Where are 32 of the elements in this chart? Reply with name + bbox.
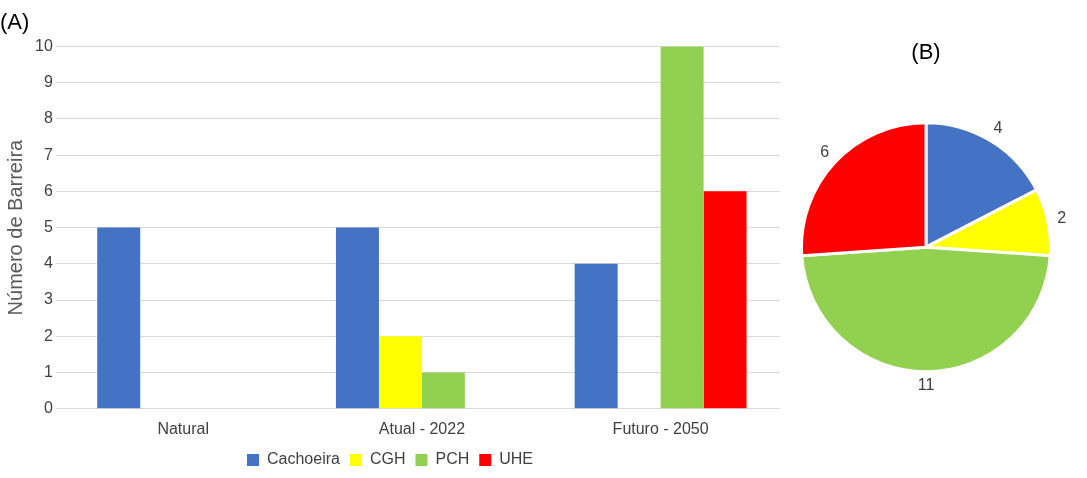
x-tick-label: Futuro - 2050 <box>612 419 709 437</box>
data-label: 4 <box>993 119 1003 137</box>
chart-title: (A) <box>0 9 30 35</box>
bar <box>378 336 422 409</box>
legend-label: Cachoeira <box>266 450 341 468</box>
data-label: 11 <box>917 376 935 394</box>
y-tick-label: 4 <box>43 254 53 272</box>
bar <box>335 227 379 409</box>
y-axis-title: Número de Barreira <box>3 138 26 316</box>
bar <box>421 372 465 409</box>
legend-label: CGH <box>369 450 406 468</box>
y-tick-label: 7 <box>43 145 53 163</box>
y-tick-label: 5 <box>43 218 53 236</box>
y-tick-label: 10 <box>35 36 53 54</box>
bar <box>574 263 618 409</box>
bar <box>660 46 704 409</box>
y-tick-label: 8 <box>43 109 53 127</box>
y-tick-label: 3 <box>43 290 53 308</box>
y-tick-label: 6 <box>43 181 53 199</box>
chart-title: (B) <box>911 39 941 65</box>
bar <box>97 227 141 409</box>
bar <box>703 191 747 409</box>
data-label: 6 <box>820 143 830 161</box>
x-tick-label: Atual - 2022 <box>378 419 466 437</box>
y-tick-label: 9 <box>43 73 53 91</box>
legend-label: UHE <box>499 450 534 468</box>
y-tick-label: 2 <box>43 326 53 344</box>
x-tick-label: Natural <box>157 419 209 437</box>
y-tick-label: 1 <box>43 362 53 380</box>
data-label: 2 <box>1057 209 1067 227</box>
y-tick-label: 0 <box>43 399 53 417</box>
legend-label: PCH <box>435 450 470 468</box>
